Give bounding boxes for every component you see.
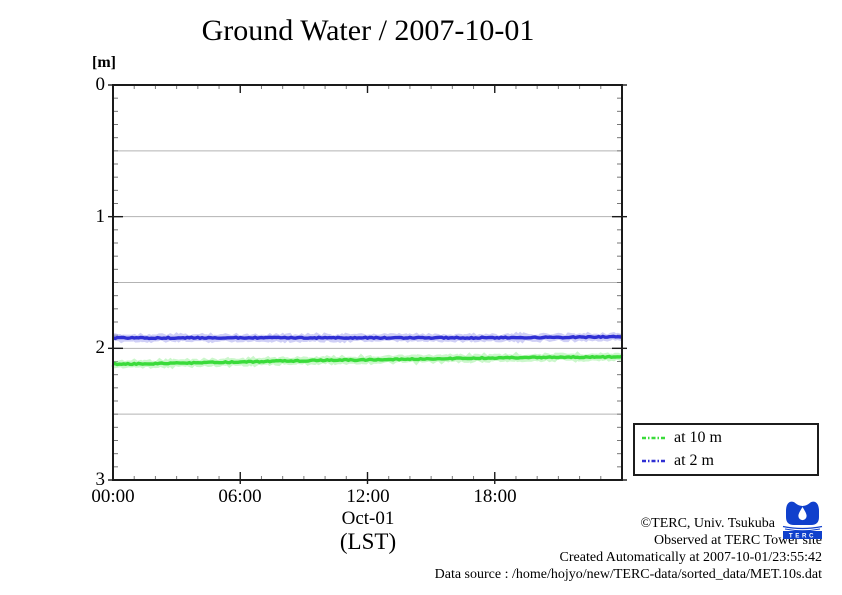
terc-logo-icon: TERC	[782, 501, 823, 539]
gridlines	[113, 150, 622, 415]
legend-swatch-blue-line-icon	[642, 459, 666, 462]
major-ticks	[108, 84, 627, 484]
y-tick-label-0: 0	[95, 74, 106, 95]
x-axis-timezone-label: (LST)	[339, 529, 397, 554]
x-axis-date-label: Oct-01	[341, 508, 395, 529]
y-tick-label-1: 1	[95, 206, 106, 227]
legend-label-at-10m: at 10 m	[674, 429, 722, 447]
y-tick-label-3: 3	[95, 469, 106, 490]
legend-item-at-10m: at 10 m	[641, 429, 811, 447]
series-at-2-m	[112, 331, 623, 344]
y-axis-unit-label: [m]	[92, 54, 116, 71]
x-tick-label-0600: 06:00	[218, 486, 262, 507]
footer-copyright: ©TERC, Univ. Tsukuba	[640, 516, 776, 531]
x-tick-label-0000: 00:00	[91, 486, 135, 507]
legend-swatch-green-line-icon	[642, 437, 666, 440]
x-tick-label-1200: 12:00	[346, 486, 390, 507]
y-tick-label-2: 2	[95, 337, 106, 358]
series-at-10-m	[111, 351, 624, 370]
legend-box: at 10 m at 2 m	[633, 423, 819, 476]
footer-data-source-path: Data source : /home/hojyo/new/TERC-data/…	[434, 567, 822, 582]
plot-border	[112, 84, 623, 481]
legend-item-at-2m: at 2 m	[641, 452, 811, 470]
x-tick-label-1800: 18:00	[473, 486, 517, 507]
footer-created-timestamp: Created Automatically at 2007-10-01/23:5…	[559, 550, 822, 565]
legend-label-at-2m: at 2 m	[674, 451, 714, 469]
terc-logo-text: TERC	[789, 532, 816, 539]
chart-title: Ground Water / 2007-10-01	[201, 14, 535, 47]
footer-observed-site: Observed at TERC Tower site	[653, 533, 822, 548]
